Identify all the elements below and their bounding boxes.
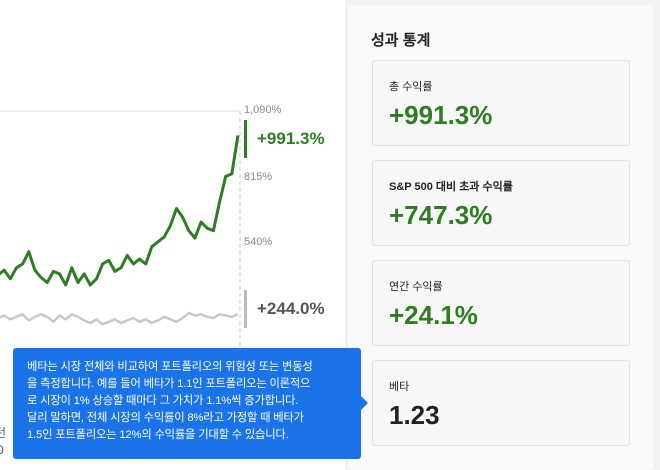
stat-value: +24.1% [389, 300, 478, 330]
tooltip-line: 을 측정합니다. 예를 들어 베타가 1.1인 포트폴리오는 이론적으 [27, 378, 311, 390]
beta-tooltip: 베타는 시장 전체와 비교하여 포트폴리오의 위험성 또는 변동성 을 측정합니… [13, 348, 361, 459]
series-layer [0, 135, 240, 326]
chart-canvas [0, 110, 241, 350]
tooltip-line: 베타는 시장 전체와 비교하여 포트폴리오의 위험성 또는 변동성 [27, 361, 313, 373]
y-tick-label: 1,090% [244, 104, 282, 116]
stat-label: 총 수익률 [389, 81, 433, 93]
clipped-label: 턴 [0, 426, 7, 440]
stat-value: 1.23 [389, 400, 440, 430]
performance-stats-panel: 성과 통계 총 수익률 +991.3% S&P 500 대비 초과 수익률 +7… [348, 5, 653, 470]
stat-label: 베타 [389, 381, 410, 393]
stat-card-excess-return: S&P 500 대비 초과 수익률 +747.3% [372, 160, 630, 246]
y-tick-label: 540% [244, 236, 273, 248]
benchmark-line [0, 311, 239, 326]
portfolio-value-badge: +991.3% [244, 120, 334, 158]
clipped-label: 0 [0, 443, 4, 457]
tooltip-arrow [361, 396, 368, 410]
stat-value: +747.3% [389, 200, 493, 230]
stat-card-beta[interactable]: 베타 1.23 [372, 360, 630, 446]
benchmark-value-badge: +244.0% [244, 290, 334, 328]
stat-label: S&P 500 대비 초과 수익률 [389, 181, 513, 193]
stat-card-annual-return: 연간 수익률 +24.1% [372, 260, 630, 346]
stat-value: +991.3% [389, 100, 493, 130]
portfolio-line [0, 135, 240, 287]
stats-title: 성과 통계 [371, 32, 431, 49]
y-tick-label: 815% [244, 171, 273, 183]
stat-label: 연간 수익률 [389, 281, 443, 293]
tooltip-line: 달리 말하면, 전체 시장의 수익률이 8%라고 가정할 때 베타가 [27, 412, 304, 424]
stat-card-total-return: 총 수익률 +991.3% [372, 60, 630, 146]
tooltip-line: 로 시장이 1% 상승할 때마다 그 가치가 1.1%씩 증가합니다. [27, 395, 299, 407]
tooltip-line: 1.5인 포트폴리오는 12%의 수익률을 기대할 수 있습니다. [27, 429, 289, 441]
